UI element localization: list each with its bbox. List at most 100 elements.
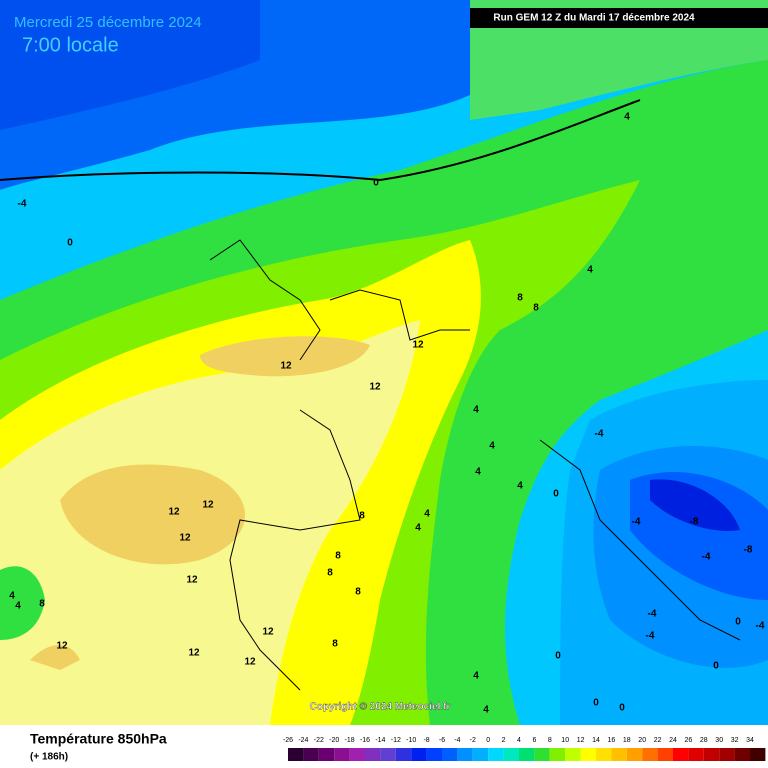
contour-label: 0 (373, 178, 379, 189)
copyright: Copyright © 2024 Meteociel.fr (310, 702, 451, 713)
contour-label: 12 (56, 641, 68, 652)
contour-label: -8 (744, 545, 753, 556)
scale-tick-label: 26 (685, 737, 693, 744)
contour-label: 4 (483, 705, 489, 716)
scale-tick-label: 18 (623, 737, 631, 744)
scale-tick-label: -22 (314, 737, 324, 744)
contour-label: -8 (690, 517, 699, 528)
scale-tick-label: 2 (502, 737, 506, 744)
scale-swatch (457, 748, 473, 761)
contour-label: 0 (619, 703, 625, 714)
scale-swatch (395, 748, 412, 761)
scale-tick-label: 16 (608, 737, 616, 744)
contour-label: 8 (327, 568, 333, 579)
scale-tick-label: 32 (731, 737, 739, 744)
contour-label: 0 (67, 238, 73, 249)
contour-label: -4 (756, 621, 765, 632)
scale-swatch (673, 748, 689, 761)
contour-label: 12 (188, 648, 200, 659)
scale-swatch (657, 748, 673, 761)
scale-swatch (719, 748, 735, 761)
contour-label: 0 (555, 651, 561, 662)
contour-label: 12 (186, 575, 198, 586)
scale-swatch (442, 748, 458, 761)
scale-swatch (472, 748, 489, 761)
scale-swatch (303, 748, 319, 761)
footer-title: Température 850hPa (30, 731, 167, 747)
contour-label: 8 (39, 599, 45, 610)
scale-tick-label: 30 (715, 737, 723, 744)
contour-label: 0 (735, 617, 741, 628)
scale-tick-label: -6 (439, 737, 445, 744)
contour-label: 12 (280, 361, 292, 372)
contour-label: 12 (369, 382, 381, 393)
run-box (470, 8, 768, 28)
contour-label: 4 (473, 671, 479, 682)
scale-tick-label: 10 (561, 737, 569, 744)
scale-tick-label: -18 (345, 737, 355, 744)
contour-label: 12 (244, 657, 256, 668)
scale-swatch (380, 748, 396, 761)
run-label: Run GEM 12 Z du Mardi 17 décembre 2024 (493, 13, 695, 24)
contour-label: 4 (624, 112, 630, 123)
scale-swatch (318, 748, 335, 761)
scale-tick-label: 28 (700, 737, 708, 744)
contour-label: 8 (517, 293, 523, 304)
contour-label: 12 (202, 500, 214, 511)
scale-tick-label: -10 (406, 737, 416, 744)
contour-label: 8 (355, 587, 361, 598)
contour-label: 4 (415, 523, 421, 534)
scale-tick-label: 6 (532, 737, 536, 744)
scale-tick-label: 24 (669, 737, 677, 744)
scale-swatch (488, 748, 504, 761)
contour-label: -4 (632, 517, 641, 528)
contour-label: 4 (424, 509, 430, 520)
scale-tick-label: 14 (592, 737, 600, 744)
scale-swatch (703, 748, 720, 761)
scale-swatch (549, 748, 566, 761)
contour-label: 4 (489, 441, 495, 452)
contour-label: 12 (168, 507, 180, 518)
contour-label: 4 (473, 405, 479, 416)
scale-tick-label: -12 (391, 737, 401, 744)
scale-tick-label: -24 (298, 737, 308, 744)
contour-label: 0 (553, 489, 559, 500)
scale-tick-label: 20 (638, 737, 646, 744)
scale-swatch (750, 748, 766, 761)
scale-swatch (334, 748, 350, 761)
scale-tick-label: -4 (454, 737, 460, 744)
contour-label: 12 (412, 340, 424, 351)
contour-label: 4 (587, 265, 593, 276)
contour-label: 8 (335, 551, 341, 562)
scale-tick-label: 34 (746, 737, 754, 744)
scale-tick-label: -16 (360, 737, 370, 744)
date-label: Mercredi 25 décembre 2024 (14, 14, 202, 31)
scale-tick-label: 22 (654, 737, 662, 744)
scale-swatch (611, 748, 627, 761)
scale-swatch (596, 748, 612, 761)
map-background (0, 0, 768, 725)
scale-tick-label: 4 (517, 737, 521, 744)
scale-swatch (411, 748, 427, 761)
contour-label: -4 (702, 552, 711, 563)
scale-swatch (503, 748, 519, 761)
scale-tick-label: -8 (423, 737, 429, 744)
scale-swatch (734, 748, 750, 761)
scale-swatch (565, 748, 581, 761)
scale-swatch (534, 748, 550, 761)
scale-swatch (288, 748, 304, 761)
scale-swatch (349, 748, 365, 761)
scale-swatch (642, 748, 658, 761)
time-label: 7:00 locale (22, 34, 119, 56)
contour-label: -4 (18, 199, 27, 210)
color-scale: -26 -24 -22 -20 -18 -16 -14 -12 -10 -8 -6 -4 -2 0 2 4 6 8… (283, 737, 766, 761)
scale-tick-label: 12 (577, 737, 585, 744)
contour-label: -4 (595, 429, 604, 440)
contour-label: 4 (517, 481, 523, 492)
scale-swatch (688, 748, 704, 761)
scale-tick-label: -26 (283, 737, 293, 744)
scale-tick-label: -2 (470, 737, 476, 744)
